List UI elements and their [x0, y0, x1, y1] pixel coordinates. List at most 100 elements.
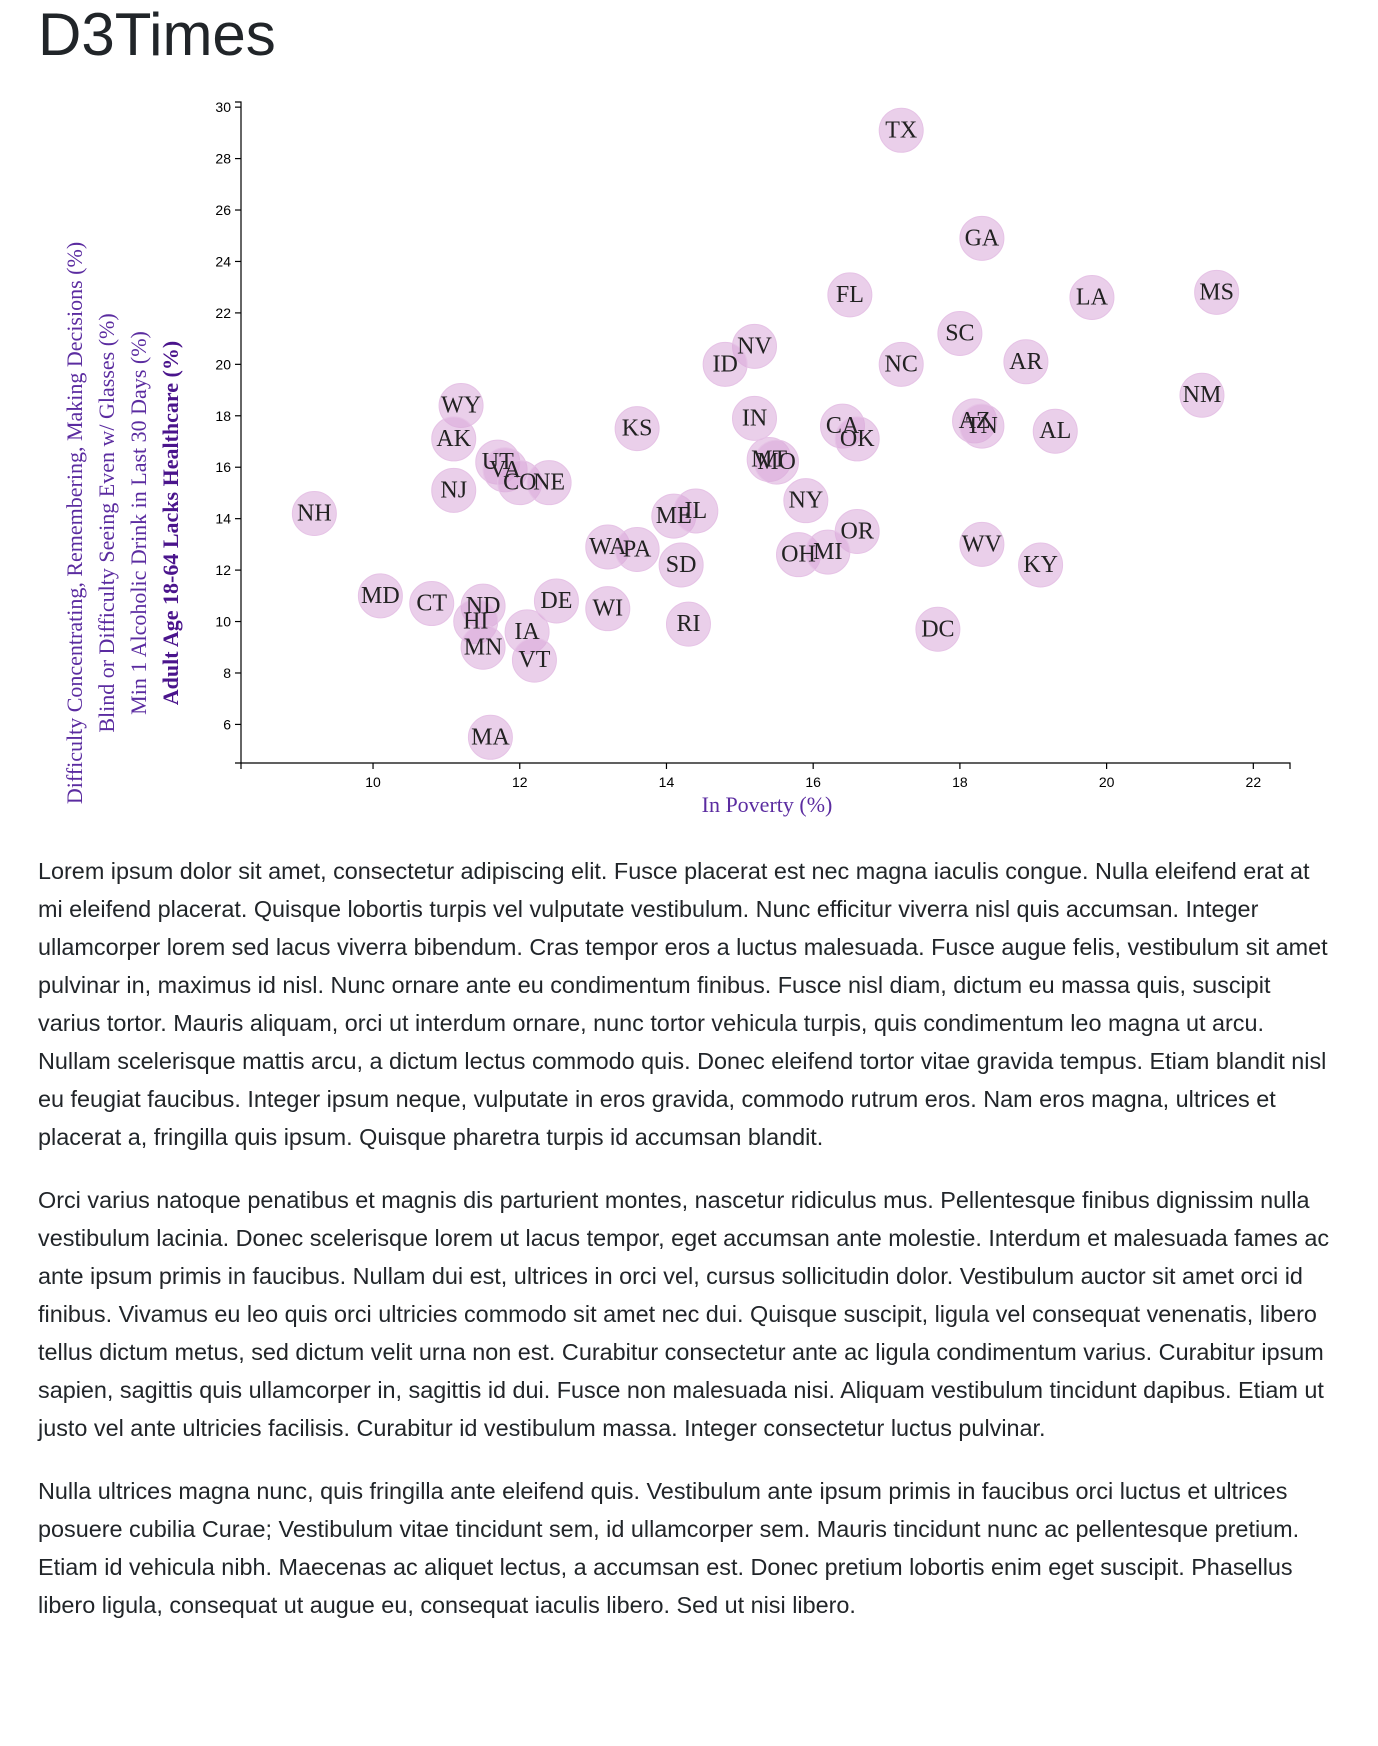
state-label-ks: KS: [622, 416, 653, 442]
y-axis-title-healthcare[interactable]: Adult Age 18-64 Lacks Healthcare (%): [158, 341, 183, 705]
y-tick-label: 16: [215, 459, 231, 475]
state-label-la: LA: [1076, 284, 1109, 310]
state-label-wi: WI: [592, 596, 623, 622]
state-marker-md[interactable]: [357, 573, 403, 619]
state-marker-pa[interactable]: [614, 527, 660, 573]
state-label-ut: UT: [482, 449, 514, 475]
state-marker-mi[interactable]: [805, 529, 851, 575]
x-axis-line: [240, 762, 1291, 769]
state-label-ca: CA: [826, 413, 860, 439]
y-axis-title-alcohol[interactable]: Min 1 Alcoholic Drink in Last 30 Days (%…: [126, 331, 151, 715]
state-label-wy: WY: [441, 392, 481, 418]
state-marker-tx[interactable]: [878, 107, 924, 153]
state-label-mo: MO: [757, 449, 796, 475]
state-marker-tn[interactable]: [959, 403, 1005, 449]
state-marker-de[interactable]: [533, 578, 579, 624]
state-label-ar: AR: [1009, 349, 1042, 375]
state-label-ny: NY: [789, 488, 824, 514]
state-marker-ct[interactable]: [409, 581, 455, 627]
state-label-tx: TX: [885, 117, 917, 143]
state-marker-wi[interactable]: [585, 586, 631, 632]
state-label-ga: GA: [965, 225, 1000, 251]
page-title: D3Times: [38, 1, 276, 68]
state-label-az: AZ: [959, 408, 991, 434]
chart-axes: 10 12 14 16 18 20 22 6 8 10 12 14 16 18 20 22 24 26 28 30: [215, 99, 1291, 790]
state-marker-nm[interactable]: [1179, 372, 1225, 418]
state-marker-mo[interactable]: [754, 439, 800, 485]
y-axis-line: [235, 101, 242, 764]
state-label-mt: MT: [751, 447, 787, 473]
state-marker-ny[interactable]: [783, 478, 829, 524]
state-label-vt: VT: [518, 647, 550, 673]
state-marker-ma[interactable]: [467, 714, 513, 760]
state-marker-dc[interactable]: [915, 606, 961, 652]
state-label-il: IL: [684, 498, 707, 524]
article-paragraph: Orci varius natoque penatibus et magnis …: [38, 1187, 1330, 1441]
state-marker-mn[interactable]: [460, 624, 506, 670]
state-marker-ga[interactable]: [959, 215, 1005, 261]
state-label-ne: NE: [533, 470, 565, 496]
state-marker-ri[interactable]: [665, 601, 711, 647]
state-marker-sd[interactable]: [658, 542, 704, 588]
state-marker-ms[interactable]: [1194, 269, 1240, 315]
state-marker-id[interactable]: [702, 341, 748, 387]
state-marker-ak[interactable]: [431, 416, 477, 462]
state-label-nd: ND: [466, 593, 501, 619]
y-tick-label: 20: [215, 356, 231, 372]
state-label-id: ID: [712, 351, 737, 377]
state-marker-nh[interactable]: [291, 491, 337, 537]
state-marker-nj[interactable]: [431, 467, 477, 513]
chart-axis-labels: In Poverty (%) Difficulty Concentrating,…: [62, 242, 832, 817]
state-marker-ar[interactable]: [1003, 339, 1049, 385]
state-label-ri: RI: [676, 611, 700, 637]
x-tick-label: 10: [365, 774, 381, 790]
state-label-ct: CT: [416, 591, 447, 617]
x-tick-label: 22: [1246, 774, 1262, 790]
y-axis-title-concentrating[interactable]: Difficulty Concentrating, Remembering, M…: [62, 242, 87, 804]
state-label-sc: SC: [945, 320, 974, 346]
y-tick-label: 28: [215, 151, 231, 167]
state-label-nc: NC: [885, 351, 918, 377]
state-label-hi: HI: [463, 609, 488, 635]
state-marker-il[interactable]: [673, 488, 719, 534]
article-paragraph: Lorem ipsum dolor sit amet, consectetur …: [38, 858, 1328, 1150]
state-marker-ok[interactable]: [834, 416, 880, 462]
state-label-or: OR: [841, 519, 874, 545]
state-marker-nc[interactable]: [878, 341, 924, 387]
state-marker-vt[interactable]: [511, 637, 557, 683]
article-paragraph: Nulla ultrices magna nunc, quis fringill…: [38, 1478, 1300, 1618]
state-marker-sc[interactable]: [937, 310, 983, 356]
state-label-ia: IA: [514, 619, 540, 645]
state-label-co: CO: [503, 470, 536, 496]
state-label-fl: FL: [836, 282, 864, 308]
x-axis-title[interactable]: In Poverty (%): [702, 792, 833, 817]
state-label-mi: MI: [813, 539, 842, 565]
state-label-al: AL: [1039, 418, 1071, 444]
state-label-oh: OH: [781, 542, 816, 568]
state-label-de: DE: [540, 588, 572, 614]
state-label-tn: TN: [966, 413, 998, 439]
state-marker-al[interactable]: [1032, 408, 1078, 454]
state-marker-ne[interactable]: [526, 460, 572, 506]
state-marker-ks[interactable]: [614, 406, 660, 452]
x-tick-label: 18: [952, 774, 968, 790]
state-label-pa: PA: [623, 537, 652, 563]
y-tick-label: 26: [215, 202, 231, 218]
state-marker-wv[interactable]: [959, 521, 1005, 567]
x-tick-label: 12: [512, 774, 528, 790]
state-marker-la[interactable]: [1069, 274, 1115, 320]
state-label-nv: NV: [737, 333, 772, 359]
y-axis-title-seeing[interactable]: Blind or Difficulty Seeing Even w/ Glass…: [94, 313, 119, 732]
state-label-wv: WV: [962, 531, 1003, 557]
state-label-ma: MA: [471, 724, 510, 750]
state-label-nj: NJ: [440, 477, 467, 503]
state-label-ok: OK: [840, 426, 875, 452]
state-label-mn: MN: [464, 634, 503, 660]
x-tick-label: 16: [805, 774, 821, 790]
state-label-in: IN: [742, 405, 767, 431]
state-marker-in[interactable]: [731, 395, 777, 441]
state-label-md: MD: [361, 583, 400, 609]
state-marker-ky[interactable]: [1018, 542, 1064, 588]
state-marker-fl[interactable]: [827, 272, 873, 318]
